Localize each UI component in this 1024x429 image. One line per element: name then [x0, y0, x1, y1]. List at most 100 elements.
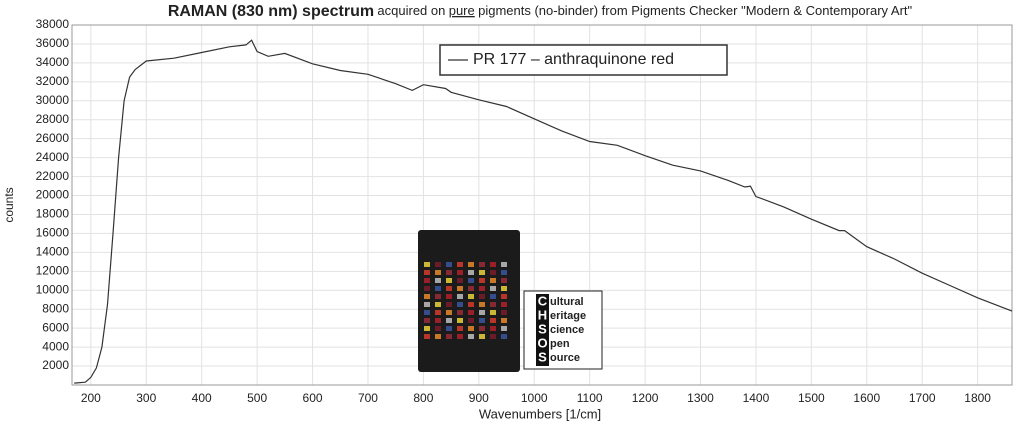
y-tick-label: 6000 — [42, 320, 69, 334]
checker-swatch — [501, 302, 507, 307]
checker-swatch — [424, 270, 430, 275]
checker-swatch — [424, 286, 430, 291]
x-axis-label: Wavenumbers [1/cm] — [479, 406, 601, 421]
subtitle: acquired on — [377, 3, 445, 18]
checker-swatch — [435, 302, 441, 307]
x-tick-label: 200 — [81, 391, 101, 405]
x-tick-label: 300 — [136, 391, 156, 405]
checker-swatch — [468, 302, 474, 307]
checker-swatch — [457, 294, 463, 299]
checker-swatch — [501, 318, 507, 323]
checker-swatch — [446, 310, 452, 315]
x-tick-label: 1800 — [964, 391, 991, 405]
checker-swatch — [435, 326, 441, 331]
checker-swatch — [446, 294, 452, 299]
x-tick-label: 600 — [303, 391, 323, 405]
checker-swatch — [457, 302, 463, 307]
checker-swatch — [490, 302, 496, 307]
chart-title: RAMAN (830 nm) spectrum — [168, 3, 374, 20]
checker-swatch — [457, 270, 463, 275]
x-tick-label: 1400 — [743, 391, 770, 405]
checker-swatch — [446, 278, 452, 283]
y-tick-label: 38000 — [36, 17, 70, 31]
checker-swatch — [501, 294, 507, 299]
checker-swatch — [435, 318, 441, 323]
logo-letter: C — [538, 293, 548, 308]
checker-swatch — [435, 270, 441, 275]
checker-swatch — [479, 270, 485, 275]
x-tick-label: 900 — [469, 391, 489, 405]
checker-swatch — [457, 278, 463, 283]
y-tick-label: 8000 — [42, 301, 69, 315]
y-tick-label: 24000 — [36, 150, 70, 164]
checker-swatch — [435, 278, 441, 283]
checker-swatch — [479, 310, 485, 315]
checker-swatch — [468, 278, 474, 283]
checker-swatch — [468, 318, 474, 323]
checker-swatch — [490, 318, 496, 323]
legend-box — [439, 44, 728, 76]
checker-swatch — [479, 262, 485, 267]
y-tick-label: 32000 — [36, 74, 70, 88]
checker-swatch — [501, 270, 507, 275]
checker-swatch — [457, 310, 463, 315]
checker-swatch — [424, 318, 430, 323]
y-tick-label: 34000 — [36, 55, 70, 69]
checker-swatch — [424, 294, 430, 299]
x-tick-label: 1000 — [521, 391, 548, 405]
checker-swatch — [501, 310, 507, 315]
checker-swatch — [501, 278, 507, 283]
checker-swatch — [446, 318, 452, 323]
logo-word: eritage — [550, 310, 586, 322]
checker-swatch — [490, 262, 496, 267]
y-tick-label: 22000 — [36, 169, 70, 183]
checker-swatch — [457, 262, 463, 267]
checker-swatch — [457, 334, 463, 339]
y-tick-label: 36000 — [36, 36, 70, 50]
checker-swatch — [501, 326, 507, 331]
x-tick-label: 1600 — [853, 391, 880, 405]
logo-word: ource — [550, 352, 580, 364]
y-tick-label: 4000 — [42, 339, 69, 353]
y-tick-label: 20000 — [36, 188, 70, 202]
legend-label: PR 177 – anthraquinone red — [473, 51, 674, 68]
checker-swatch — [468, 262, 474, 267]
checker-swatch — [435, 286, 441, 291]
checker-swatch — [468, 270, 474, 275]
y-tick-label: 26000 — [36, 131, 70, 145]
x-tick-label: 500 — [247, 391, 267, 405]
checker-swatch — [479, 278, 485, 283]
line — [74, 39, 1013, 384]
plot-border — [71, 24, 1013, 386]
x-tick-label: 1700 — [909, 391, 936, 405]
checker-swatch — [490, 326, 496, 331]
checker-swatch — [446, 302, 452, 307]
y-tick-label: 16000 — [36, 226, 70, 240]
checker-swatch — [468, 326, 474, 331]
checker-swatch — [435, 262, 441, 267]
checker-box — [418, 230, 520, 372]
checker-swatch — [490, 310, 496, 315]
checker-swatch — [501, 262, 507, 267]
checker-swatch — [446, 326, 452, 331]
checker-swatch — [435, 310, 441, 315]
checker-swatch — [479, 318, 485, 323]
checker-swatch — [501, 334, 507, 339]
checker-swatch — [490, 294, 496, 299]
y-axis-label: counts — [2, 187, 16, 222]
checker-swatch — [479, 294, 485, 299]
checker-swatch — [457, 318, 463, 323]
checker-swatch — [501, 286, 507, 291]
checker-swatch — [446, 262, 452, 267]
checker-swatch — [468, 310, 474, 315]
checker-swatch — [424, 326, 430, 331]
x-tick-label: 700 — [358, 391, 378, 405]
x-tick-label: 1300 — [687, 391, 714, 405]
checker-swatch — [479, 302, 485, 307]
checker-swatch — [446, 334, 452, 339]
subtitle: pigments (no-binder) from Pigments Check… — [478, 3, 912, 18]
checker-swatch — [468, 294, 474, 299]
checker-swatch — [468, 334, 474, 339]
logo-word: pen — [550, 338, 570, 350]
